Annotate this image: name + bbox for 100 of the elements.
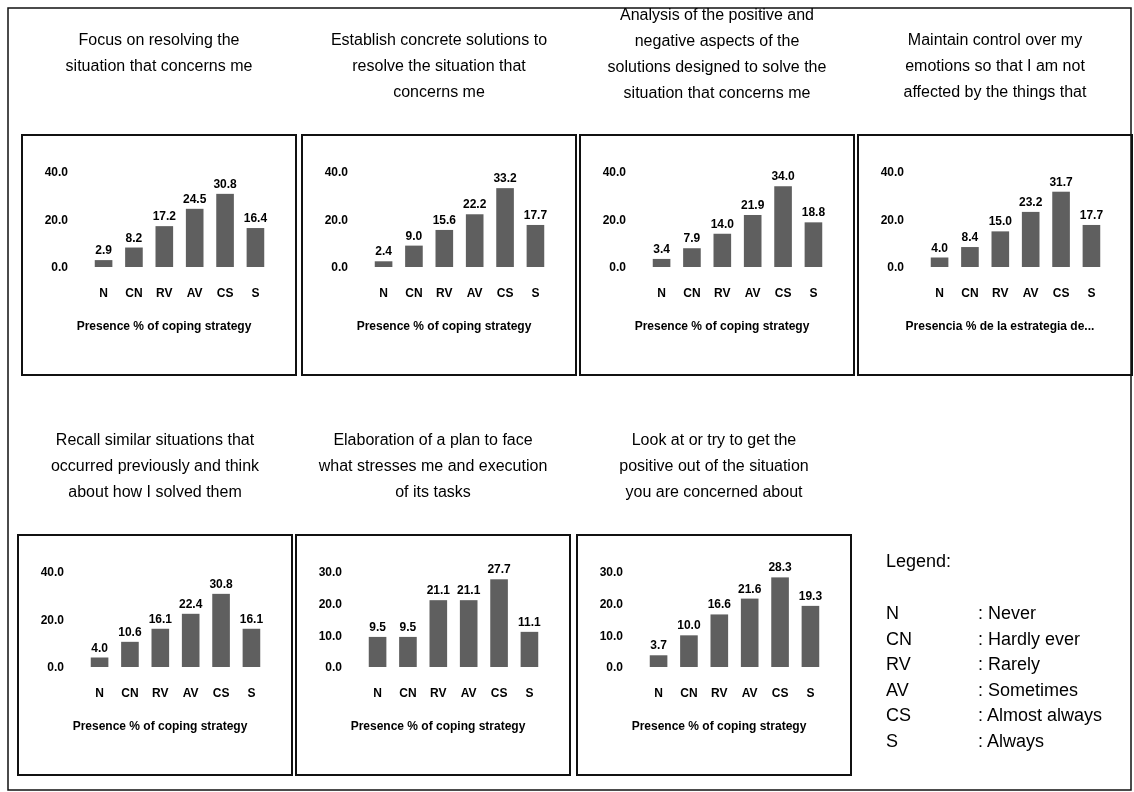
y-tick-label: 20.0 <box>599 596 624 611</box>
bar <box>804 222 823 267</box>
y-tick-label: 0.0 <box>331 260 349 275</box>
y-tick-label: 0.0 <box>887 260 905 275</box>
data-label: 21.1 <box>457 583 481 598</box>
text: Legend: <box>886 551 952 571</box>
bar <box>185 208 204 267</box>
bar <box>242 628 261 667</box>
text: N <box>886 603 899 623</box>
chart-title: Focus on resolving the situation that concerns me <box>65 31 253 74</box>
bar <box>740 598 759 667</box>
bar <box>125 247 143 267</box>
data-label: 30.8 <box>213 176 238 191</box>
x-tick-label: RV <box>156 286 173 300</box>
x-tick-label: RV <box>711 686 728 700</box>
data-label: 21.9 <box>741 197 765 212</box>
bar <box>991 231 1010 267</box>
x-tick-label: N <box>657 286 666 300</box>
text: : Rarely <box>978 654 1041 675</box>
x-tick-label: RV <box>430 686 447 700</box>
data-label: 7.9 <box>683 231 701 246</box>
data-label: 33.2 <box>493 171 518 186</box>
data-label: 2.4 <box>375 244 393 259</box>
data-label: 15.6 <box>432 212 457 227</box>
text: RV <box>886 654 911 675</box>
bar <box>429 600 448 667</box>
x-tick-label: AV <box>1022 286 1039 300</box>
x-tick-label: RV <box>152 686 169 700</box>
bar <box>216 193 234 267</box>
text: : Almost always <box>978 705 1103 726</box>
data-label: 9.5 <box>399 619 417 634</box>
x-tick-label: CN <box>125 286 143 300</box>
bar <box>465 214 484 267</box>
y-tick-label: 40.0 <box>40 565 65 580</box>
chart-title: Maintain control over my emotions so that I am not affected by the things that <box>903 31 1088 100</box>
data-label: 15.0 <box>988 214 1013 229</box>
text: : Never <box>978 603 1037 623</box>
data-label: 4.0 <box>931 240 949 255</box>
x-tick-label: CN <box>121 686 139 700</box>
bar <box>399 636 417 667</box>
bar <box>151 628 170 667</box>
x-tick-label: N <box>379 286 388 300</box>
bar <box>771 577 789 667</box>
bar <box>649 655 668 667</box>
bar <box>1052 191 1070 267</box>
x-tick-label: AV <box>741 686 758 700</box>
bar <box>490 579 508 667</box>
x-tick-label: CN <box>680 686 698 700</box>
bar <box>155 226 174 267</box>
data-label: 16.4 <box>243 211 268 226</box>
data-label: 3.7 <box>650 638 668 653</box>
data-label: 3.4 <box>653 241 671 256</box>
bar <box>459 600 478 667</box>
bar <box>774 186 792 267</box>
x-axis-title: Presence % of coping strategy <box>631 719 807 733</box>
data-label: 21.1 <box>426 583 451 598</box>
y-tick-label: 40.0 <box>44 165 69 180</box>
y-tick-label: 40.0 <box>602 165 627 180</box>
y-tick-label: 20.0 <box>40 612 65 627</box>
x-axis-title: Presencia % de la estrategia de... <box>905 319 1095 333</box>
y-tick-label: 0.0 <box>47 660 65 675</box>
x-axis-title: Presence % of coping strategy <box>72 719 248 733</box>
bar <box>368 636 387 667</box>
y-tick-label: 30.0 <box>318 565 343 580</box>
x-tick-label: RV <box>992 286 1009 300</box>
data-label: 30.8 <box>209 576 234 591</box>
bar <box>520 631 539 667</box>
x-tick-label: RV <box>714 286 731 300</box>
x-axis-title: Presence % of coping strategy <box>356 319 532 333</box>
data-label: 8.2 <box>125 230 143 245</box>
bar <box>496 188 514 267</box>
text: S <box>886 731 899 751</box>
y-tick-label: 20.0 <box>602 212 627 227</box>
data-label: 22.2 <box>463 197 487 212</box>
data-label: 19.3 <box>798 588 823 603</box>
bar <box>680 635 698 667</box>
data-label: 14.0 <box>710 216 735 231</box>
x-tick-label: CN <box>405 286 423 300</box>
x-tick-label: S <box>247 686 256 700</box>
data-label: 17.2 <box>152 209 177 224</box>
x-tick-label: CS <box>216 286 234 300</box>
y-tick-label: 40.0 <box>324 165 349 180</box>
bar <box>801 605 820 667</box>
data-label: 2.9 <box>95 243 113 258</box>
y-tick-label: 20.0 <box>318 596 343 611</box>
data-label: 17.7 <box>523 207 548 222</box>
y-tick-label: 0.0 <box>606 660 624 675</box>
data-label: 24.5 <box>183 191 207 206</box>
data-label: 9.0 <box>405 228 423 243</box>
x-axis-title: Presence % of coping strategy <box>350 719 526 733</box>
data-label: 17.7 <box>1079 207 1104 222</box>
x-tick-label: AV <box>186 286 203 300</box>
data-label: 16.1 <box>239 611 264 626</box>
data-label: 18.8 <box>801 205 826 220</box>
bar <box>961 247 979 267</box>
bar <box>435 229 454 267</box>
x-tick-label: AV <box>466 286 483 300</box>
x-tick-label: CS <box>212 686 230 700</box>
x-tick-label: AV <box>744 286 761 300</box>
chart-title: Analysis of the positive and negative aspects of the solutions designed to solve the situation that concerns me <box>607 6 827 101</box>
